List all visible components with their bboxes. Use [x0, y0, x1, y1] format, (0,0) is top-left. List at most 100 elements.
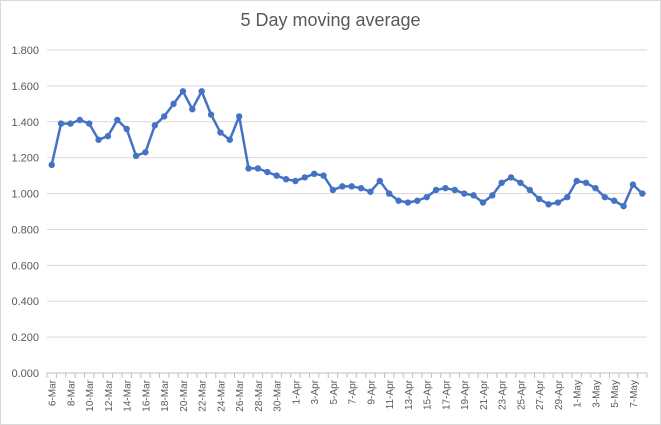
data-point	[95, 136, 102, 143]
x-tick-label: 15-Apr	[423, 379, 434, 410]
y-tick-label: 1.000	[11, 189, 39, 201]
data-point	[489, 192, 496, 199]
x-tick-label: 9-Apr	[366, 379, 377, 404]
x-tick-label: 22-Mar	[198, 379, 209, 411]
data-point	[545, 201, 552, 208]
x-tick-label: 24-Mar	[216, 379, 227, 411]
y-tick-label: 1.600	[11, 81, 39, 93]
y-tick-label: 0.000	[11, 368, 39, 380]
x-tick-label: 3-May	[591, 380, 602, 408]
x-tick-label: 1-Apr	[291, 379, 302, 404]
data-point	[254, 165, 262, 172]
data-point	[292, 177, 299, 185]
data-point	[601, 193, 609, 201]
data-point	[329, 186, 337, 194]
data-point	[282, 176, 290, 183]
x-tick-label: 16-Mar	[141, 379, 152, 411]
data-point	[160, 113, 168, 120]
data-point	[432, 186, 440, 194]
data-point	[451, 186, 459, 194]
data-point	[198, 88, 205, 95]
data-point	[245, 165, 252, 172]
data-point	[301, 174, 309, 181]
y-tick-label: 0.600	[11, 260, 39, 272]
data-point	[470, 192, 477, 199]
data-point	[67, 120, 74, 127]
data-point	[85, 120, 93, 127]
data-point	[123, 125, 130, 133]
data-point	[385, 190, 393, 197]
data-point	[442, 184, 449, 192]
data-point	[348, 183, 355, 190]
data-point	[507, 174, 515, 181]
x-tick-label: 5-May	[610, 380, 621, 408]
data-point	[592, 184, 599, 192]
data-point	[404, 199, 412, 206]
x-tick-label: 13-Apr	[404, 379, 415, 410]
x-tick-label: 19-Apr	[460, 379, 471, 410]
data-point	[554, 199, 562, 206]
x-axis-tick-labels: 6-Mar 8-Mar 10-Mar 12-Mar 14-Mar 16-Mar 18-Mar…	[48, 379, 640, 411]
x-tick-label: 26-Mar	[235, 379, 246, 411]
data-point	[114, 116, 121, 124]
data-point	[217, 129, 224, 136]
data-point	[460, 190, 468, 197]
data-point	[498, 179, 505, 186]
x-tick-label: 7-May	[629, 380, 640, 408]
y-tick-label: 1.800	[11, 45, 39, 57]
chart-title: 5 Day moving average	[240, 10, 421, 30]
x-tick-label: 20-Mar	[179, 379, 190, 411]
data-point	[273, 172, 280, 179]
data-point	[207, 111, 215, 118]
data-point	[620, 202, 627, 210]
data-point	[310, 170, 318, 178]
y-tick-label: 1.200	[11, 153, 39, 165]
x-tick-label: 5-Apr	[329, 379, 340, 404]
data-point	[357, 184, 365, 192]
data-point	[629, 181, 637, 188]
data-point	[573, 177, 580, 185]
x-tick-label: 6-Mar	[48, 379, 59, 406]
x-tick-label: 18-Mar	[160, 379, 171, 411]
data-point	[235, 113, 243, 120]
x-tick-label: 23-Apr	[498, 379, 509, 410]
data-point	[610, 197, 618, 204]
x-tick-label: 29-Apr	[554, 379, 565, 410]
series-line	[50, 90, 644, 208]
data-point	[535, 195, 543, 203]
y-axis-tick-labels: 0.000 0.200 0.400 0.600 0.800 1.000 1.200 1.400…	[11, 45, 39, 380]
x-tick-label: 10-Mar	[85, 379, 96, 411]
data-point	[414, 197, 421, 204]
gridlines	[46, 49, 648, 378]
data-point	[76, 116, 84, 124]
data-point	[639, 190, 646, 197]
data-point	[517, 179, 524, 186]
data-point	[48, 161, 55, 169]
data-point	[423, 193, 430, 201]
data-point	[582, 179, 590, 186]
data-point	[320, 172, 327, 179]
data-point	[479, 199, 487, 206]
x-tick-label: 12-Mar	[104, 379, 115, 411]
data-point	[367, 188, 374, 195]
x-tick-label: 7-Apr	[348, 379, 359, 404]
x-tick-label: 30-Mar	[273, 379, 284, 411]
data-point	[151, 122, 159, 129]
x-tick-label: 21-Apr	[479, 379, 490, 410]
x-tick-label: 27-Apr	[535, 379, 546, 410]
data-point	[104, 132, 112, 140]
data-point	[226, 136, 234, 143]
x-tick-label: 25-Apr	[516, 379, 527, 410]
data-point	[57, 120, 65, 127]
data-point	[526, 186, 534, 194]
data-point	[132, 152, 140, 160]
data-point	[189, 106, 196, 113]
data-point	[142, 149, 149, 156]
x-tick-label: 17-Apr	[441, 379, 452, 410]
x-tick-label: 3-Apr	[310, 379, 321, 404]
x-tick-label: 28-Mar	[254, 379, 265, 411]
series-line-group	[48, 88, 646, 210]
data-point	[264, 168, 271, 176]
